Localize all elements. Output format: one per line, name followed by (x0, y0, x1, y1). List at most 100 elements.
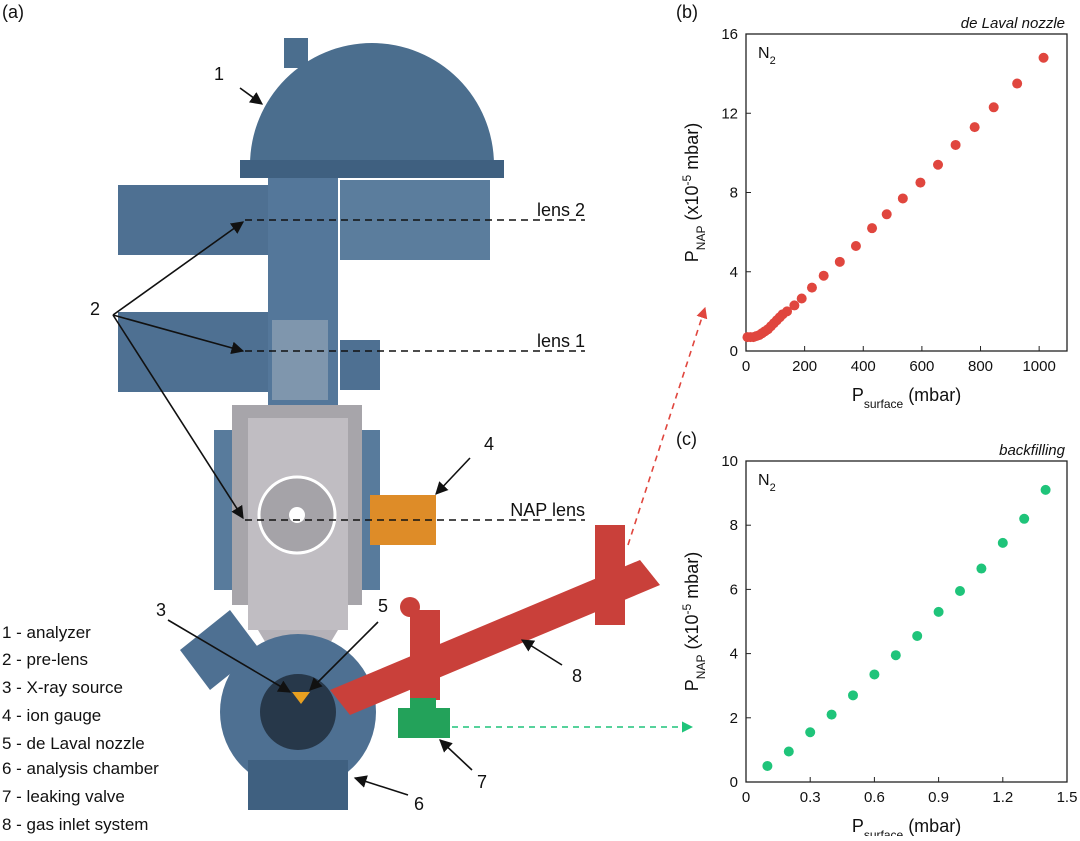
point (988, 102, 999, 113)
axis-label: PNAP (x10-5 mbar) (680, 123, 708, 262)
callout: 2 (90, 299, 100, 319)
legend-item: 6 - analysis chamber (2, 759, 159, 778)
apparatus (118, 38, 660, 810)
point (1038, 52, 1049, 63)
legend-item: 4 - ion gauge (2, 706, 101, 725)
callout: 6 (414, 794, 424, 814)
point (869, 669, 880, 680)
text-part: surface (864, 397, 904, 411)
legend-item: 8 - gas inlet system (2, 815, 148, 834)
y-tick-label: 6 (730, 581, 738, 598)
point (1019, 513, 1030, 524)
legend-item: 3 - X-ray source (2, 678, 123, 697)
point (805, 727, 816, 738)
y-tick-label: 4 (730, 264, 738, 281)
point (762, 760, 773, 771)
x-tick-label: 0.3 (800, 789, 821, 806)
point (867, 223, 878, 234)
point (955, 586, 965, 597)
point (881, 209, 892, 220)
point (950, 139, 961, 150)
callout: 8 (572, 666, 582, 686)
lens-label: lens 1 (537, 331, 585, 351)
x-tick-label: 400 (851, 358, 876, 375)
y-tick-label: 4 (730, 646, 738, 663)
x-tick-label: 800 (968, 358, 993, 375)
point (848, 690, 858, 701)
axis-label: Psurface (mbar) (852, 816, 961, 836)
y-tick-label: 2 (730, 710, 738, 727)
point (897, 193, 908, 204)
panel-label: (a) (2, 2, 24, 22)
point (826, 709, 837, 720)
x-tick-label: 0.9 (928, 789, 949, 806)
x-tick-label: 1.5 (1057, 789, 1078, 806)
point (1012, 78, 1023, 89)
y-tick-label: 12 (721, 105, 738, 122)
lens-label: NAP lens (510, 500, 585, 520)
text-part: mbar) (682, 123, 702, 175)
legend-item: 2 - pre-lens (2, 650, 88, 669)
legend-item: 1 - analyzer (2, 623, 91, 642)
x-tick-label: 200 (792, 358, 817, 375)
point (782, 306, 793, 317)
point (915, 177, 926, 188)
plot-frame (745, 460, 1068, 783)
point (850, 240, 861, 251)
point (976, 563, 987, 574)
legend-item: 7 - leaking valve (2, 787, 125, 806)
chart-title: de Laval nozzle (961, 15, 1065, 32)
point (969, 122, 980, 133)
y-tick-label: 0 (730, 774, 738, 791)
point (783, 746, 794, 757)
text-part: (mbar) (903, 385, 961, 405)
point (912, 630, 923, 641)
text-part: NAP (694, 655, 708, 680)
text-part: P (682, 679, 702, 691)
point (890, 650, 901, 661)
axis-label: Psurface (mbar) (852, 385, 961, 411)
x-tick-label: 600 (909, 358, 934, 375)
text-part: P (682, 250, 702, 262)
lens-label: lens 2 (537, 200, 585, 220)
text-part: P (852, 816, 864, 836)
point (818, 270, 829, 281)
callout: 5 (378, 596, 388, 616)
annotation: N2 (758, 45, 776, 67)
point (1040, 484, 1051, 495)
point (997, 537, 1008, 548)
x-tick-label: 0 (742, 789, 750, 806)
text-part: (x10 (682, 185, 702, 225)
x-tick-label: 0 (742, 358, 750, 375)
text-part: -5 (680, 174, 694, 185)
point (834, 256, 845, 267)
y-tick-label: 0 (730, 343, 738, 360)
callout: 4 (484, 434, 494, 454)
callout: 3 (156, 600, 166, 620)
text-part: (mbar) (903, 816, 961, 836)
text-part: P (852, 385, 864, 405)
callout: 1 (214, 64, 224, 84)
text-part: mbar) (682, 552, 702, 604)
point (806, 282, 817, 293)
text-part: N (758, 45, 770, 62)
text-part: -5 (680, 603, 694, 614)
y-tick-label: 8 (730, 185, 738, 202)
text-part: surface (864, 828, 904, 836)
panel-label: (c) (676, 429, 697, 449)
point (933, 159, 944, 170)
y-tick-label: 16 (721, 26, 738, 43)
axis-label: PNAP (x10-5 mbar) (680, 552, 708, 691)
point (933, 606, 944, 617)
chart-title: backfilling (999, 442, 1066, 459)
text-part: 2 (770, 482, 776, 494)
x-tick-label: 1.2 (992, 789, 1013, 806)
point (796, 293, 807, 304)
text-part: (x10 (682, 614, 702, 654)
callout: 7 (477, 772, 487, 792)
y-tick-label: 8 (730, 517, 738, 534)
panel-label: (b) (676, 2, 698, 22)
point (789, 300, 800, 311)
y-tick-label: 10 (721, 453, 738, 470)
